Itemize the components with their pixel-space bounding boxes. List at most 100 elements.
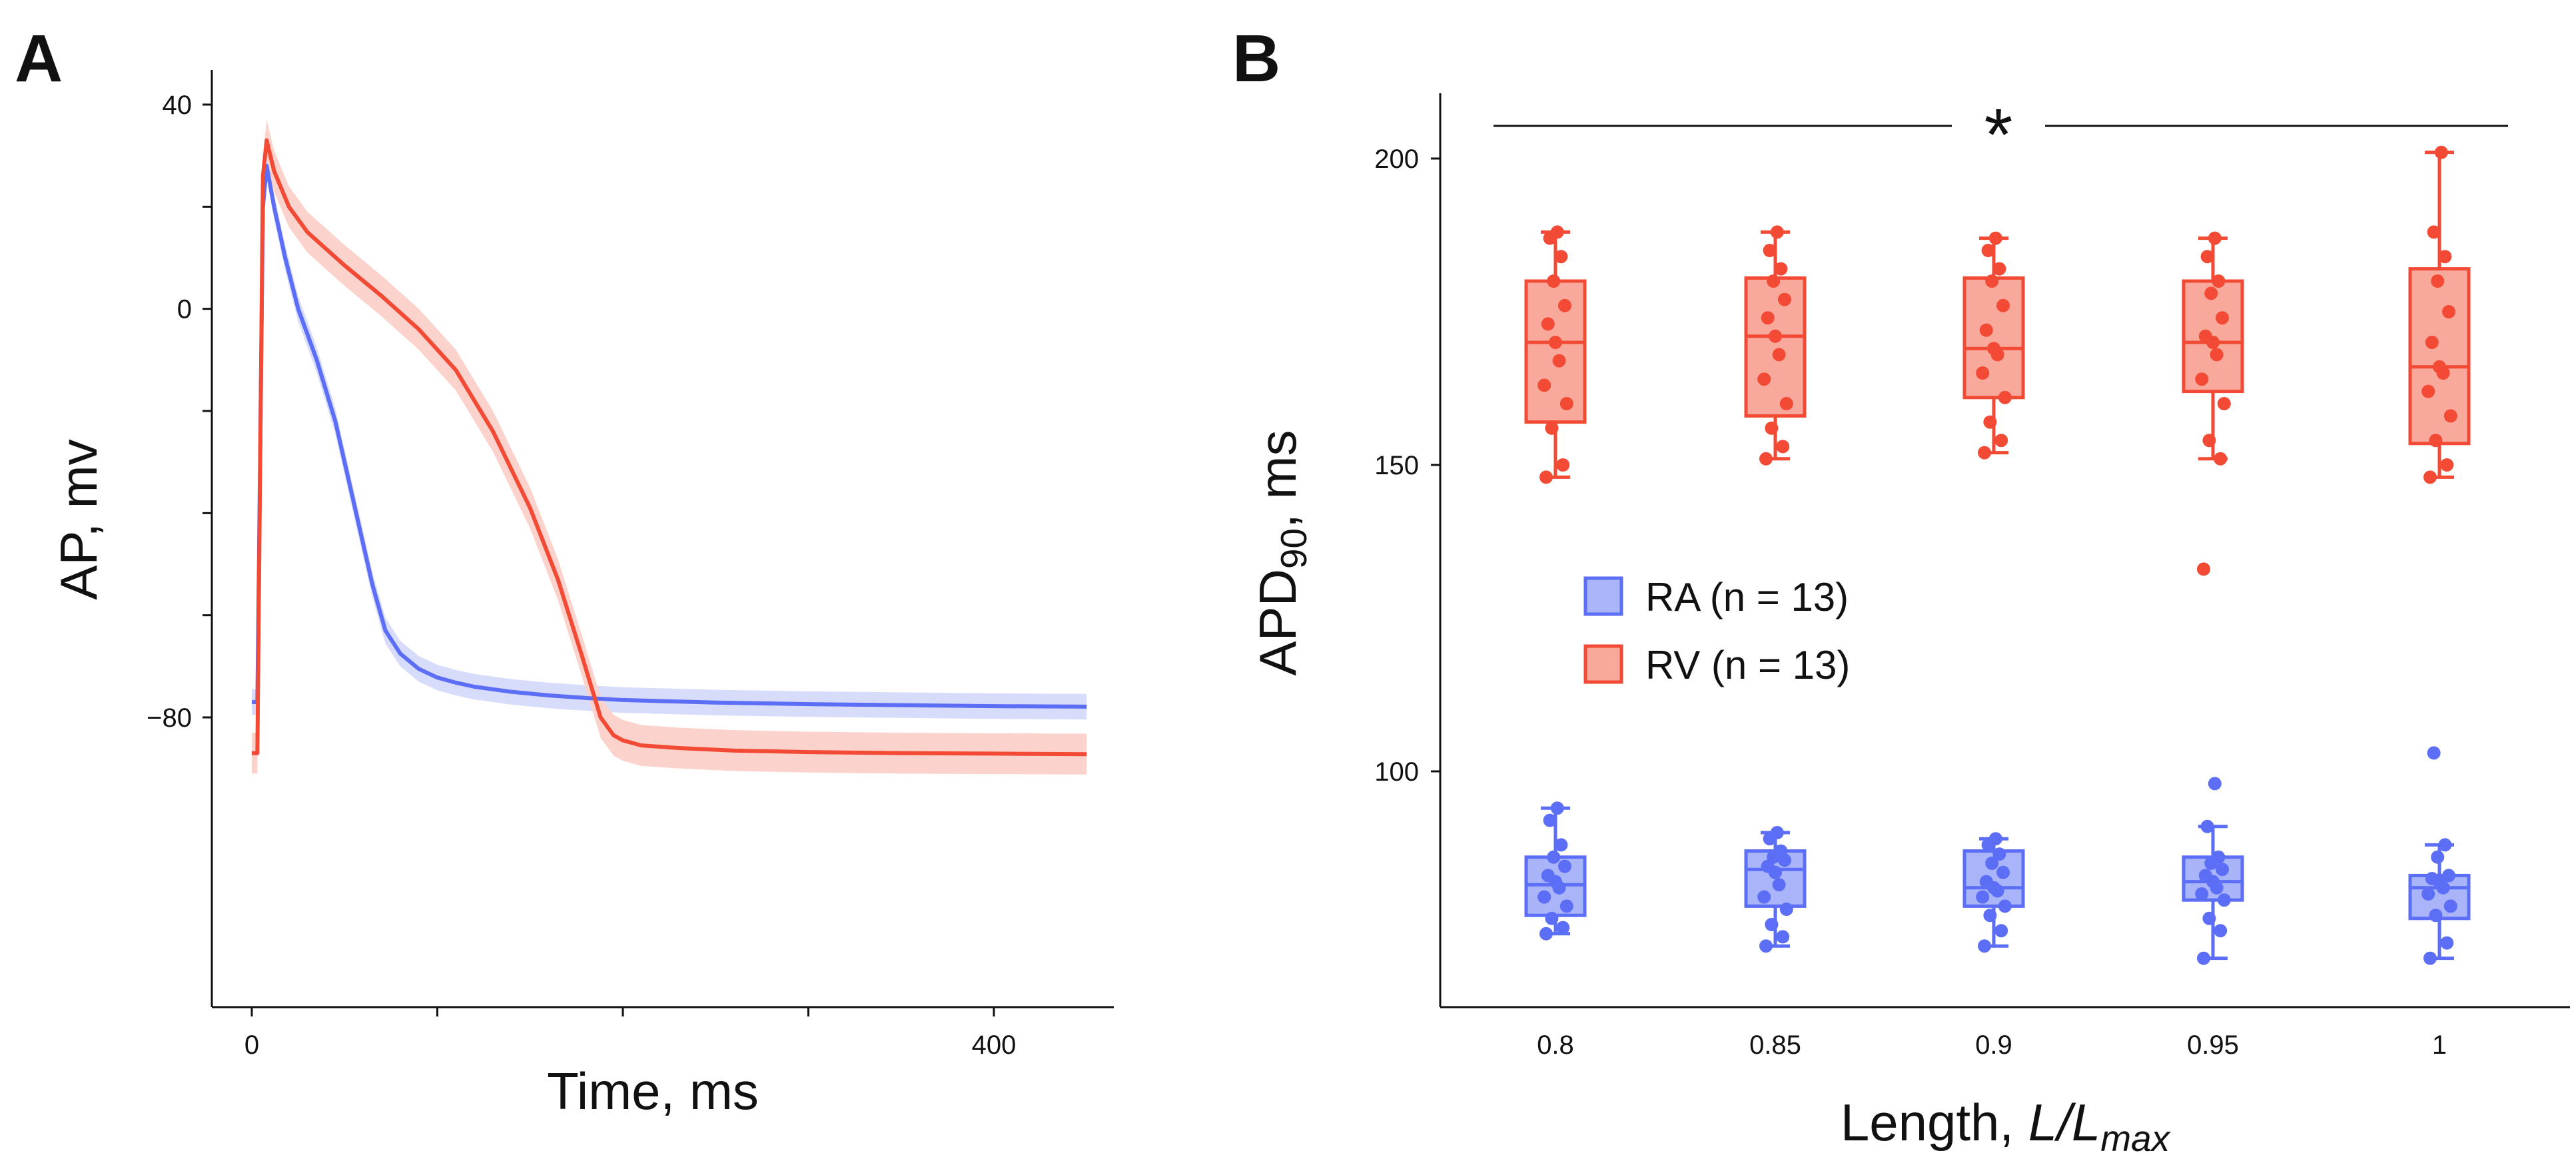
data-point <box>1554 838 1568 852</box>
data-point <box>2208 231 2222 245</box>
box-body <box>1962 276 2025 400</box>
data-point <box>2433 360 2446 374</box>
data-point <box>2427 746 2441 760</box>
a-y-tick-label: −80 <box>147 703 192 733</box>
data-point <box>2425 336 2439 349</box>
b-y-tick-label: 150 <box>1374 451 1419 480</box>
data-point <box>1981 244 1995 257</box>
b-x-title-subscript: max <box>2100 1118 2171 1159</box>
data-point <box>1549 336 1562 349</box>
data-point <box>2429 909 2443 923</box>
data-point <box>1545 911 1559 925</box>
b-x-tick-label: 0.85 <box>1749 1030 1801 1060</box>
b-x-tick-label: 0.9 <box>1975 1030 2012 1060</box>
box-ra-0.95 <box>2182 777 2244 965</box>
box-body <box>1744 276 1807 418</box>
data-point <box>2431 274 2445 288</box>
data-point <box>1545 421 1559 435</box>
b-x-title-prefix: Length, <box>1841 1093 2028 1152</box>
data-point <box>2210 348 2224 362</box>
box-body <box>1524 279 1587 424</box>
a-confidence-bands <box>252 120 1087 775</box>
b-legend: RA (n = 13) RV (n = 13) <box>1583 575 1850 687</box>
data-point <box>1537 378 1551 392</box>
b-boxes <box>1524 145 2471 965</box>
data-point <box>2197 562 2210 576</box>
data-point <box>1537 890 1551 904</box>
data-point <box>2427 225 2441 239</box>
data-point <box>1552 354 1566 368</box>
data-point <box>1985 857 1999 870</box>
a-y-tick-label: 40 <box>163 91 193 120</box>
data-point <box>2443 899 2457 913</box>
data-point <box>2438 250 2452 264</box>
data-point <box>1556 458 1570 472</box>
legend-ra-label: RA (n = 13) <box>1645 575 1849 619</box>
data-point <box>1558 859 1571 873</box>
data-point <box>2197 951 2210 965</box>
data-point <box>2217 893 2231 907</box>
data-point <box>1976 890 1990 904</box>
data-point <box>1550 225 1564 239</box>
data-point <box>2434 145 2448 159</box>
box-ra-0.8 <box>1524 801 1587 941</box>
a-series-lines <box>252 138 1087 757</box>
data-point <box>1769 329 1782 343</box>
data-point <box>1759 452 1773 466</box>
data-point <box>2200 250 2214 264</box>
data-point <box>2195 887 2209 901</box>
b-x-ticks: 0.8 0.85 0.9 0.95 1 <box>1537 1030 2447 1060</box>
data-point <box>1994 924 2008 938</box>
data-point <box>2438 838 2452 852</box>
b-y-title-subscript: 90 <box>1273 528 1314 569</box>
data-point <box>2443 409 2457 423</box>
b-x-axis-title: Length, L/Lmax <box>1841 1093 2172 1159</box>
data-point <box>1778 292 1791 306</box>
data-point <box>1767 274 1781 288</box>
data-point <box>1779 903 1793 916</box>
data-point <box>1978 939 1991 953</box>
data-point <box>1543 813 1557 827</box>
b-x-tick-label: 1 <box>2432 1030 2447 1060</box>
a-band-rv <box>252 120 1087 775</box>
data-point <box>1774 262 1788 276</box>
data-point <box>1983 415 1997 429</box>
a-line-rv <box>252 138 1087 757</box>
legend-rv-swatch <box>1583 644 1623 684</box>
data-point <box>1979 323 1993 337</box>
b-y-title-main: APD <box>1248 569 1307 675</box>
data-point <box>1539 470 1553 484</box>
data-point <box>1992 262 2006 276</box>
data-point <box>1559 397 1573 410</box>
data-point <box>2208 777 2222 791</box>
data-point <box>1761 311 1775 325</box>
data-point <box>1998 390 2012 404</box>
box-ra-0.9 <box>1962 832 2025 953</box>
box-rv-0.95 <box>2182 231 2244 576</box>
data-point <box>2198 329 2212 343</box>
b-x-tick-label: 0.8 <box>1537 1030 1574 1060</box>
data-point <box>2200 819 2214 833</box>
data-point <box>2442 305 2455 318</box>
data-point <box>1759 939 1773 953</box>
data-point <box>1772 348 1786 362</box>
data-point <box>1996 865 2010 879</box>
data-point <box>2212 850 2226 864</box>
data-point <box>1985 274 1999 288</box>
legend-rv-label: RV (n = 13) <box>1645 643 1850 687</box>
b-y-title-suffix: , ms <box>1248 430 1307 528</box>
data-point <box>2429 434 2443 448</box>
significance-star: * <box>1984 94 2013 176</box>
a-y-ticks: 40 0 −80 <box>147 91 212 733</box>
b-y-tick-label: 200 <box>1374 145 1419 174</box>
data-point <box>1779 397 1793 410</box>
data-point <box>2202 434 2216 448</box>
data-point <box>2195 372 2209 386</box>
data-point <box>2442 869 2455 883</box>
panel-b-apd90-boxplot: 100 150 200 0.8 0.85 0.9 0.95 1 * RA (n = 13) … <box>1248 93 2570 1159</box>
data-point <box>2423 951 2437 965</box>
data-point <box>1992 847 2006 861</box>
a-y-axis-title: AP, mv <box>49 439 108 599</box>
data-point <box>1757 890 1771 904</box>
